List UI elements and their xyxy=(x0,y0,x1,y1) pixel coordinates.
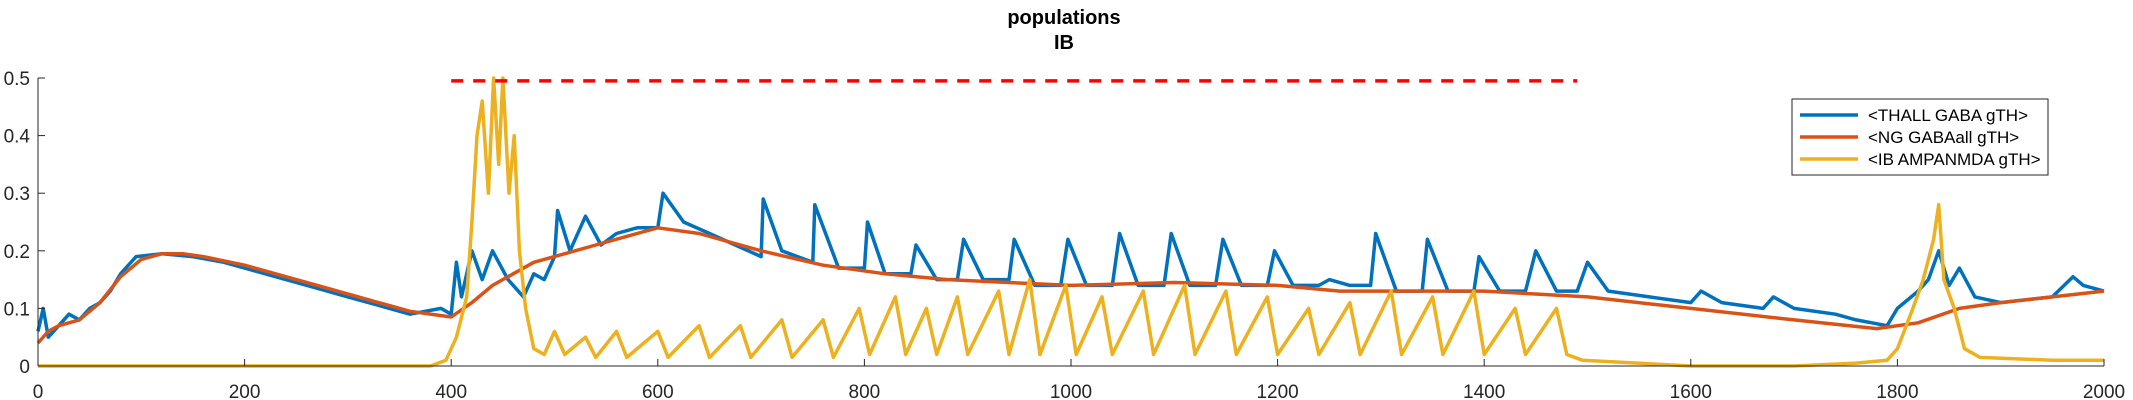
axes: 0 200 400 600 800 1000 1200 1400 1600 1800 2000 00… xyxy=(4,69,2126,400)
x-tick-label: 1400 xyxy=(1463,382,1505,400)
legend-label-1: <THALL GABA gTH> xyxy=(1868,106,2028,125)
legend: <THALL GABA gTH> <NG GABAall gTH> <IB AMPA… xyxy=(1791,98,2049,176)
y-ticks: 0 0.1 0.2 0.3 0.4 0.5 xyxy=(4,69,45,378)
plot-area xyxy=(36,76,2105,368)
x-tick-label: 0 xyxy=(33,382,44,400)
series-layer xyxy=(36,76,2105,368)
y-tick-label: 0.2 xyxy=(4,242,30,263)
y-tick-label: 0 xyxy=(19,357,30,378)
y-tick-label: 0.3 xyxy=(4,184,30,205)
chart-title-line-1: populations xyxy=(1007,7,1120,29)
series-line-2 xyxy=(36,226,2105,345)
x-tick-label: 1600 xyxy=(1670,382,1712,400)
x-tick-label: 1000 xyxy=(1050,382,1092,400)
x-ticks: 0 200 400 600 800 1000 1200 1400 1600 1800 2000 xyxy=(33,359,2125,400)
y-tick-label: 0.1 xyxy=(4,299,30,320)
y-tick-label: 0.5 xyxy=(4,69,30,90)
x-tick-label: 200 xyxy=(229,382,261,400)
legend-label-2: <NG GABAall gTH> xyxy=(1868,128,2019,147)
x-tick-label: 400 xyxy=(435,382,467,400)
x-tick-label: 2000 xyxy=(2083,382,2125,400)
legend-label-3: <IB AMPANMDA gTH> xyxy=(1868,150,2041,169)
chart-title-line-2: IB xyxy=(1054,32,1074,54)
x-tick-label: 1200 xyxy=(1256,382,1298,400)
x-tick-label: 1800 xyxy=(1876,382,1918,400)
x-tick-label: 800 xyxy=(849,382,881,400)
series-line-3 xyxy=(38,76,2104,368)
x-tick-label: 600 xyxy=(642,382,674,400)
y-tick-label: 0.4 xyxy=(4,127,31,148)
